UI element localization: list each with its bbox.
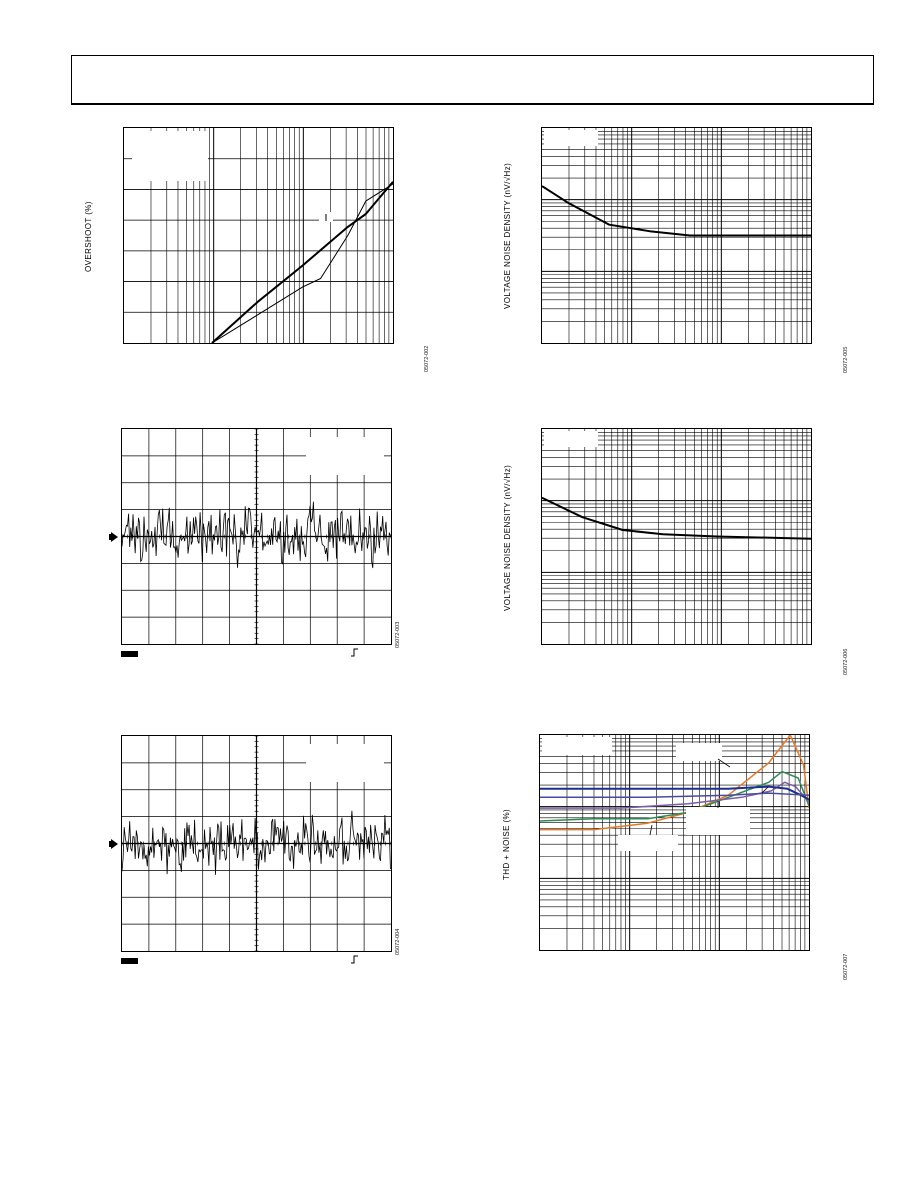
noise1-figure-id: 05072-005 — [843, 346, 849, 373]
noise-density-line — [542, 185, 811, 237]
overshoot-chart — [123, 127, 394, 344]
callout-arrow — [717, 758, 731, 768]
noise2-figure-id: 05072-006 — [843, 648, 849, 675]
trigger-edge-icon-2 — [351, 955, 358, 964]
page-header-frame — [71, 55, 874, 105]
plot-canvas — [124, 128, 393, 343]
channel-indicator-1 — [121, 651, 138, 657]
plot-canvas — [542, 128, 811, 343]
legend-box — [676, 743, 722, 761]
ground-marker-1 — [109, 532, 118, 542]
noise-density-line — [542, 496, 811, 540]
callout-arrow — [649, 824, 653, 836]
voltage-noise-chart-1 — [541, 127, 812, 344]
thd-series-line — [540, 792, 809, 799]
legend-box — [686, 807, 750, 835]
plot-canvas — [122, 736, 391, 951]
plot-canvas — [540, 735, 809, 950]
overshoot-figure-id: 05072-002 — [424, 345, 430, 372]
scope1-figure-id: 05072-003 — [395, 621, 401, 648]
legend-box — [306, 437, 384, 475]
thd-noise-chart — [539, 734, 810, 951]
noise-trace — [122, 810, 391, 875]
channel-indicator-2 — [121, 958, 138, 964]
trigger-edge-icon-1 — [351, 648, 358, 657]
legend-box — [544, 431, 598, 447]
noise-scope-chart-1 — [121, 428, 392, 645]
legend-box — [306, 744, 384, 782]
noise1-y-axis-label: VOLTAGE NOISE DENSITY (nV/√Hz) — [503, 163, 512, 309]
callout-arrow — [761, 786, 769, 794]
legend-box — [618, 835, 678, 851]
noise-trace — [122, 501, 391, 569]
noise2-y-axis-label: VOLTAGE NOISE DENSITY (nV/√Hz) — [503, 465, 512, 611]
overshoot-y-axis-label: OVERSHOOT (%) — [84, 201, 93, 272]
legend-box — [542, 737, 612, 755]
series-line-heavy — [211, 181, 393, 343]
legend-box — [544, 130, 598, 146]
noise1-y-axis-text: VOLTAGE NOISE DENSITY (nV/√Hz) — [503, 162, 512, 309]
thd-series-line — [540, 770, 809, 822]
noise2-y-axis-text: VOLTAGE NOISE DENSITY (nV/√Hz) — [503, 464, 512, 611]
legend-box — [132, 131, 208, 181]
voltage-noise-chart-2 — [541, 428, 812, 645]
thd-y-axis-label: THD + NOISE (%) — [502, 808, 511, 880]
scope2-figure-id: 05072-004 — [395, 928, 401, 955]
plot-canvas — [542, 429, 811, 644]
ground-marker-2 — [109, 839, 118, 849]
noise-scope-chart-2 — [121, 735, 392, 952]
series-line-light — [211, 183, 393, 343]
thd-figure-id: 05072-007 — [843, 953, 849, 980]
plot-canvas — [122, 429, 391, 644]
